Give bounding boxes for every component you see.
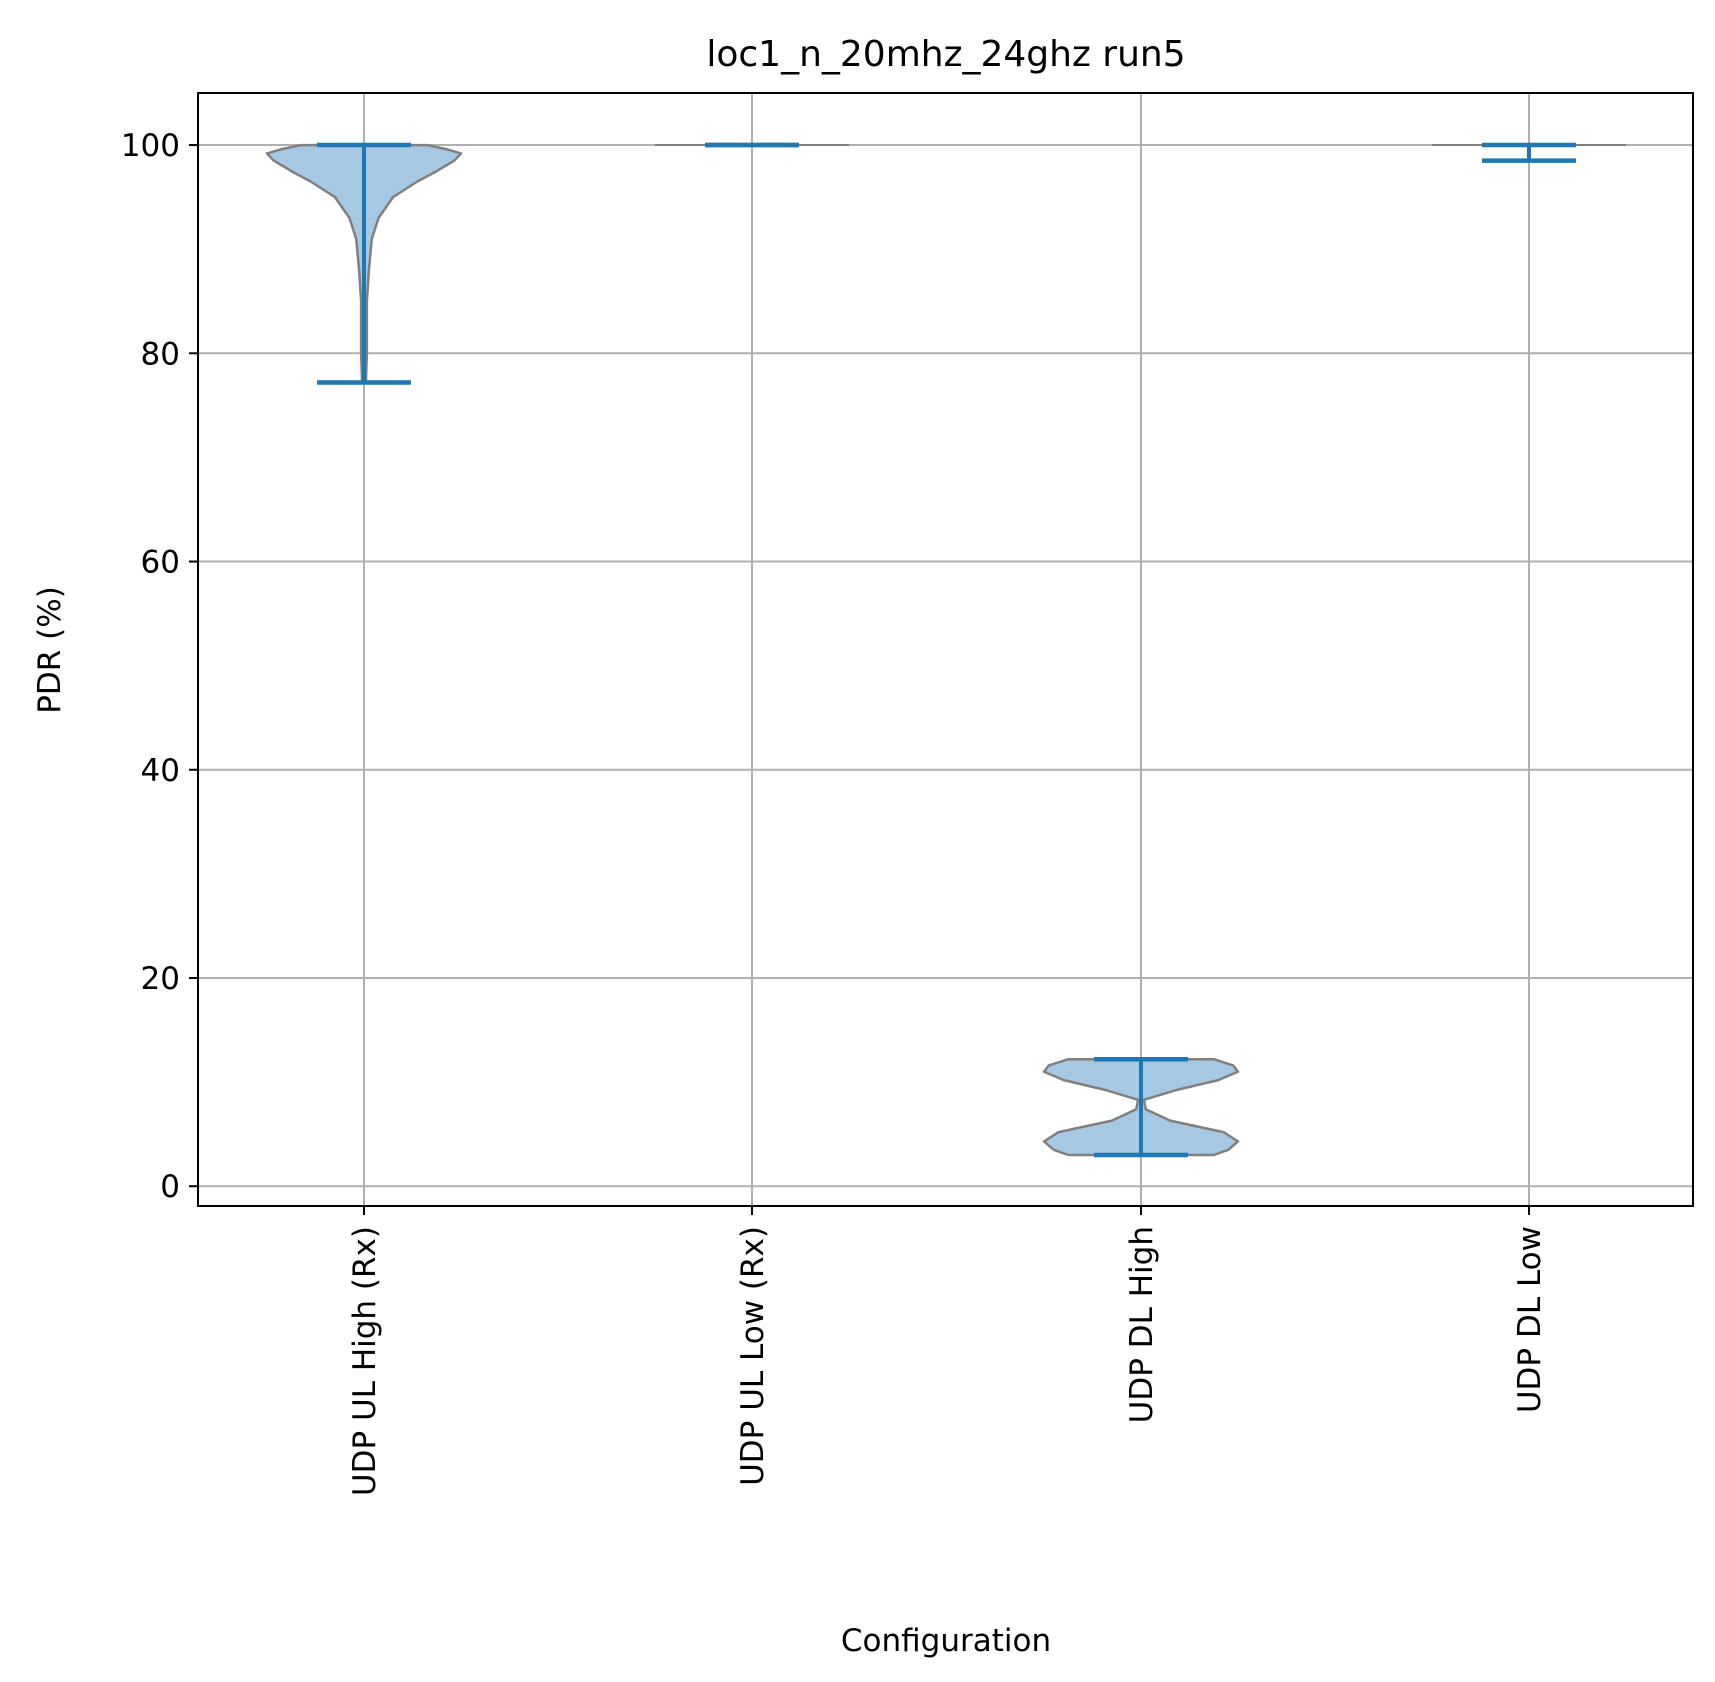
grid (198, 93, 1693, 1206)
y-axis-label: PDR (%) (32, 586, 68, 714)
y-tick-label: 80 (141, 336, 180, 372)
y-axis: 0 20 40 60 80 100 (121, 128, 198, 1205)
y-tick-label: 20 (141, 961, 180, 997)
y-tick-label: 100 (121, 128, 180, 164)
x-tick-label: UDP UL High (Rx) (347, 1226, 383, 1496)
x-tick-label: UDP DL Low (1512, 1226, 1548, 1413)
y-tick-label: 0 (160, 1169, 180, 1205)
x-axis-label: Configuration (841, 1623, 1051, 1659)
plot-frame (197, 92, 1694, 1207)
chart-title: loc1_n_20mhz_24ghz run5 (706, 34, 1185, 75)
x-tick-label: UDP DL High (1124, 1226, 1160, 1423)
y-tick-label: 40 (141, 753, 180, 789)
x-axis: UDP UL High (Rx) UDP UL Low (Rx) UDP DL Hi… (347, 1206, 1548, 1496)
violin-bodies (265, 143, 1626, 1157)
x-tick-label: UDP UL Low (Rx) (735, 1226, 771, 1486)
whiskers (317, 142, 1576, 1158)
y-tick-label: 60 (141, 545, 180, 581)
